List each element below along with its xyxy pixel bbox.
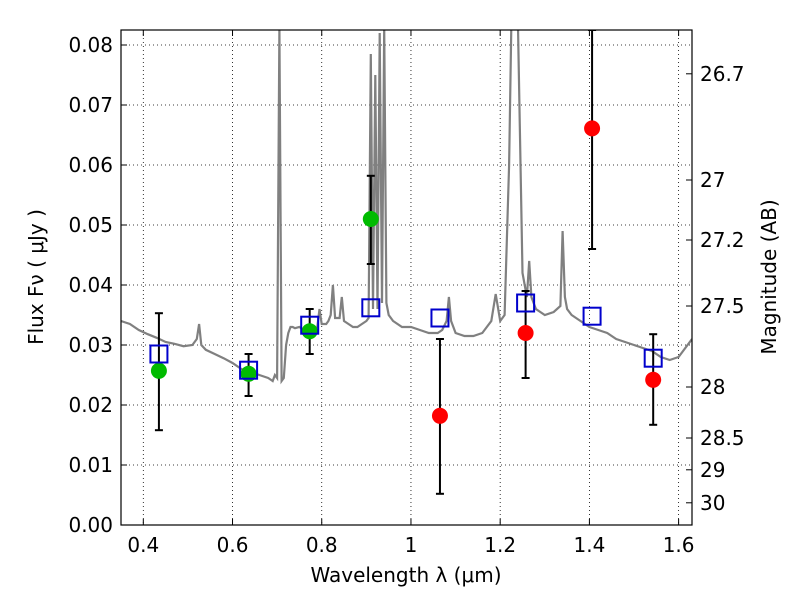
y-tick-label: 0.03: [68, 333, 113, 357]
right-tick-label: 27.2: [700, 228, 745, 252]
y-axis-ticks: 0.00 0.01 0.02 0.03 0.04 0.05 0.06 0.07 0.08: [68, 33, 127, 537]
plot-area: [121, 30, 692, 495]
detected-point: [150, 362, 167, 379]
x-axis-ticks: 0.4 0.6 0.8 1 1.2 1.4 1.6: [127, 30, 695, 557]
right-tick-label: 29: [700, 458, 725, 482]
y-tick-label: 0.00: [68, 513, 113, 537]
nondetected-point: [645, 371, 662, 388]
y-tick-label: 0.06: [68, 153, 113, 177]
x-tick-label: 0.8: [306, 533, 338, 557]
detected-points: [150, 211, 379, 382]
right-axis-ticks: 26.7 27 27.2 27.5 28 28.5 29 30: [686, 62, 745, 515]
right-tick-label: 27: [700, 168, 725, 192]
x-tick-label: 1: [405, 533, 418, 557]
model-point-square: [300, 315, 320, 335]
x-tick-label: 1.2: [484, 533, 516, 557]
right-axis-label: Magnitude (AB): [757, 199, 781, 354]
right-tick-label: 30: [700, 491, 725, 515]
nondetected-point: [584, 120, 601, 137]
right-tick-label: 28.5: [700, 426, 745, 450]
x-tick-label: 1.6: [663, 533, 695, 557]
y-tick-label: 0.02: [68, 393, 113, 417]
detected-point: [362, 211, 379, 227]
model-point-square: [582, 306, 602, 326]
model-spectrum-line: [121, 30, 692, 385]
y-tick-label: 0.08: [68, 33, 113, 57]
detected-point: [301, 323, 318, 340]
model-point-square: [516, 293, 536, 313]
model-point-square: [643, 348, 663, 368]
x-tick-label: 0.6: [217, 533, 249, 557]
x-tick-label: 0.4: [127, 533, 159, 557]
nondetected-point: [431, 407, 448, 424]
y-tick-label: 0.01: [68, 453, 113, 477]
y-tick-label: 0.05: [68, 213, 113, 237]
nondetected-point: [517, 325, 534, 341]
grid-lines: [121, 30, 692, 526]
model-point-square: [149, 344, 169, 364]
model-point-square: [430, 308, 450, 328]
model-point-square: [239, 360, 259, 380]
model-point-square: [361, 298, 381, 318]
right-tick-label: 26.7: [700, 62, 745, 86]
right-tick-label: 27.5: [700, 294, 745, 318]
y-tick-label: 0.04: [68, 273, 113, 297]
nondetected-points: [431, 120, 662, 424]
y-tick-label: 0.07: [68, 93, 113, 117]
x-axis-label: Wavelength λ (μm): [310, 563, 501, 587]
error-bars: [154, 30, 658, 495]
plot-frame: [120, 29, 693, 526]
right-tick-label: 28: [700, 375, 725, 399]
x-tick-label: 1.4: [573, 533, 605, 557]
y-axis-label: Flux Fν ( μJy ): [24, 209, 48, 345]
model-photometry-squares: [149, 293, 663, 380]
